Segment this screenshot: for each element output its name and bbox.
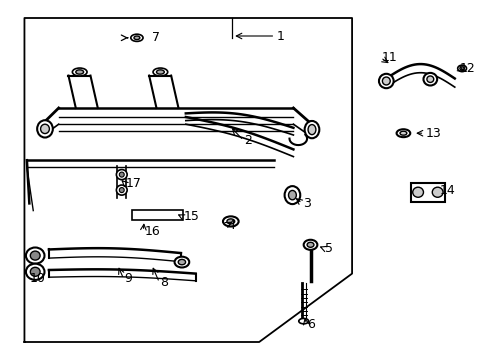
Ellipse shape <box>399 131 406 135</box>
Ellipse shape <box>288 190 296 200</box>
Ellipse shape <box>37 120 53 138</box>
Ellipse shape <box>26 248 44 264</box>
Ellipse shape <box>130 34 143 41</box>
Text: 5: 5 <box>325 242 332 255</box>
Ellipse shape <box>396 129 409 137</box>
Text: 16: 16 <box>144 225 160 238</box>
Ellipse shape <box>431 187 442 197</box>
Ellipse shape <box>303 240 317 250</box>
Ellipse shape <box>116 185 127 195</box>
Text: 10: 10 <box>29 273 45 285</box>
Ellipse shape <box>226 219 234 224</box>
Text: 6: 6 <box>306 318 314 330</box>
Ellipse shape <box>134 36 140 40</box>
Ellipse shape <box>426 76 433 82</box>
Ellipse shape <box>119 172 124 177</box>
Text: 3: 3 <box>303 197 310 210</box>
Text: 1: 1 <box>276 30 284 42</box>
Ellipse shape <box>457 65 466 72</box>
Ellipse shape <box>174 257 189 267</box>
Ellipse shape <box>30 251 40 260</box>
Ellipse shape <box>26 264 44 280</box>
Ellipse shape <box>72 68 87 76</box>
Ellipse shape <box>459 67 463 70</box>
Text: 2: 2 <box>244 134 252 147</box>
Text: 17: 17 <box>126 177 142 190</box>
Ellipse shape <box>156 70 164 74</box>
Ellipse shape <box>382 77 389 85</box>
Ellipse shape <box>423 73 436 86</box>
Bar <box>410 183 444 202</box>
Ellipse shape <box>41 124 49 134</box>
Ellipse shape <box>304 121 319 138</box>
Ellipse shape <box>116 170 127 180</box>
Bar <box>132 210 183 220</box>
Ellipse shape <box>30 267 40 276</box>
Text: 8: 8 <box>160 276 168 289</box>
Ellipse shape <box>307 125 315 135</box>
Text: 13: 13 <box>425 127 440 140</box>
Ellipse shape <box>153 68 167 76</box>
Ellipse shape <box>306 242 313 247</box>
Text: 15: 15 <box>183 210 199 223</box>
Ellipse shape <box>412 187 423 197</box>
Text: 11: 11 <box>381 51 396 64</box>
Text: 14: 14 <box>439 184 455 197</box>
Text: 12: 12 <box>459 62 474 75</box>
Text: 4: 4 <box>227 219 235 231</box>
Ellipse shape <box>119 188 124 193</box>
Ellipse shape <box>298 318 308 324</box>
Ellipse shape <box>284 186 300 204</box>
Text: 7: 7 <box>151 31 159 44</box>
Ellipse shape <box>178 259 185 265</box>
Ellipse shape <box>223 216 238 226</box>
Ellipse shape <box>378 74 393 88</box>
Ellipse shape <box>76 70 83 74</box>
Text: 9: 9 <box>124 273 132 285</box>
